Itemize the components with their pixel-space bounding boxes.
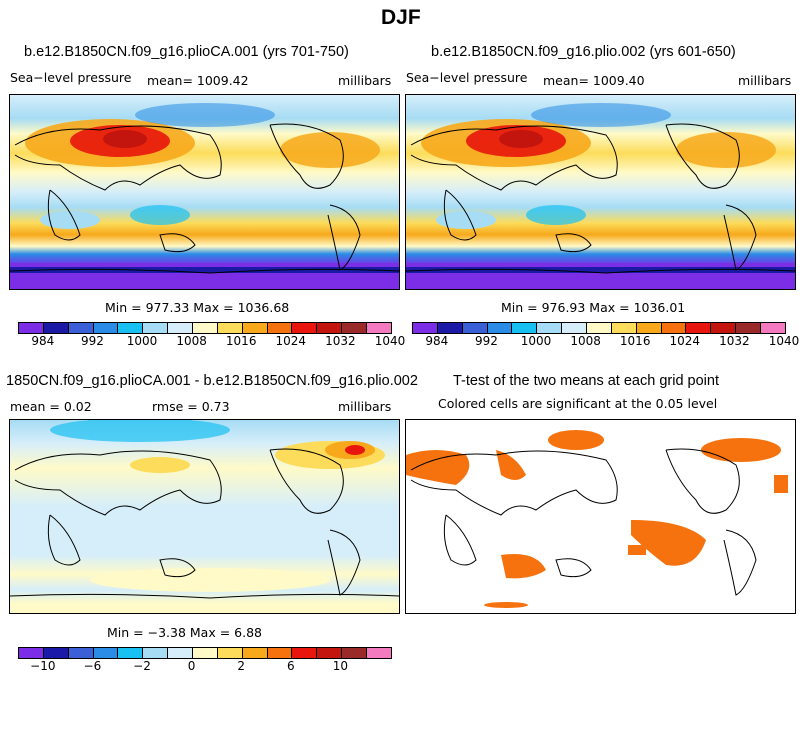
colorbar-swatch: [242, 648, 268, 658]
colorbar-swatch: [367, 648, 391, 658]
colorbar-tick-label: 992: [80, 334, 104, 348]
colorbar-swatch: [193, 323, 218, 333]
colorbar-swatch: [168, 323, 194, 333]
panel-2-title: b.e12.B1850CN.f09_g16.plio.002 (yrs 601-…: [431, 44, 736, 60]
colorbar-tick-label: 1016: [619, 334, 651, 348]
colorbar-swatch: [19, 323, 44, 333]
colorbar-swatch: [487, 323, 513, 333]
colorbar-swatch: [587, 323, 612, 333]
page-title: DJF: [381, 6, 421, 29]
map-slp-pliocA: [9, 94, 400, 290]
colorbar-swatch: [143, 648, 169, 658]
colorbar-tick-label: 992: [474, 334, 498, 348]
panel-1-title: b.e12.B1850CN.f09_g16.plioCA.001 (yrs 70…: [24, 44, 349, 60]
colorbar-swatch: [661, 323, 687, 333]
colorbar-swatch: [43, 323, 69, 333]
colorbar-swatch: [43, 648, 69, 658]
panel-3-minmax: Min = −3.38 Max = 6.88: [107, 625, 262, 640]
colorbar-swatch: [537, 323, 563, 333]
panel-1-variable: Sea−level pressure: [10, 70, 132, 85]
colorbar-swatch: [512, 323, 538, 333]
colorbar-tick-label: 984: [31, 334, 55, 348]
colorbar-tick-label: 1024: [669, 334, 701, 348]
colorbar-swatch: [437, 323, 463, 333]
panel-3-title: 1850CN.f09_g16.plioCA.001 - b.e12.B1850C…: [6, 373, 418, 389]
colorbar-tick-label: −6: [83, 659, 102, 673]
panel-1-units: millibars: [338, 73, 392, 88]
colorbar-swatch: [462, 323, 488, 333]
colorbar-swatch: [267, 648, 293, 658]
colorbar-swatch: [118, 323, 144, 333]
colorbar-swatch: [342, 648, 368, 658]
colorbar-swatch: [292, 323, 318, 333]
colorbar-tick-label: 2: [237, 659, 246, 673]
colorbar-swatch: [413, 323, 438, 333]
colorbar-tick-label: 1016: [225, 334, 257, 348]
colorbar-swatch: [68, 648, 94, 658]
colorbar-swatch: [143, 323, 169, 333]
colorbar-swatch: [636, 323, 662, 333]
colorbar-swatch: [711, 323, 737, 333]
colorbar-swatch: [118, 648, 144, 658]
colorbar-swatch: [217, 323, 243, 333]
colorbar-tick-label: 10: [332, 659, 349, 673]
colorbar-swatch: [19, 648, 44, 658]
colorbar-swatch: [68, 323, 94, 333]
colorbar-swatch: [761, 323, 785, 333]
colorbar-swatch: [562, 323, 588, 333]
colorbar-swatch: [317, 323, 343, 333]
panel-2-minmax: Min = 976.93 Max = 1036.01: [501, 300, 686, 315]
colorbar-swatch: [736, 323, 762, 333]
colorbar-tick-label: 1040: [768, 334, 800, 348]
colorbar-tick-label: 6: [286, 659, 295, 673]
panel-1-mean: mean= 1009.42: [147, 73, 249, 88]
colorbar-tick-label: −10: [30, 659, 56, 673]
colorbar-swatch: [611, 323, 637, 333]
panel-3-mean: mean = 0.02: [10, 399, 92, 414]
colorbar-difference: [18, 647, 392, 659]
colorbar-swatch: [367, 323, 391, 333]
colorbar-swatch: [217, 648, 243, 658]
panel-3-units: millibars: [338, 399, 392, 414]
panel-2-mean: mean= 1009.40: [543, 73, 645, 88]
colorbar-swatch: [193, 648, 218, 658]
colorbar-swatch: [93, 323, 119, 333]
panel-2-units: millibars: [738, 73, 792, 88]
colorbar-tick-label: 1032: [719, 334, 750, 348]
colorbar-tick-label: 1008: [176, 334, 207, 348]
panel-4-subtitle: Colored cells are significant at the 0.0…: [438, 396, 718, 411]
colorbar-slp-1: [18, 322, 392, 334]
panel-2-variable: Sea−level pressure: [406, 70, 528, 85]
colorbar-swatch: [342, 323, 368, 333]
colorbar-tick-label: 1000: [520, 334, 552, 348]
map-ttest-significance: [405, 419, 796, 614]
colorbar-tick-label: 0: [187, 659, 196, 673]
colorbar-tick-label: 1000: [126, 334, 158, 348]
colorbar-swatch: [317, 648, 343, 658]
colorbar-slp-2: [412, 322, 786, 334]
panel-1-minmax: Min = 977.33 Max = 1036.68: [105, 300, 290, 315]
colorbar-tick-label: 1032: [325, 334, 356, 348]
colorbar-swatch: [242, 323, 268, 333]
panel-4-title: T-test of the two means at each grid poi…: [453, 373, 719, 389]
map-slp-difference: [9, 419, 400, 614]
colorbar-tick-label: 984: [425, 334, 449, 348]
colorbar-tick-label: −2: [133, 659, 151, 673]
colorbar-swatch: [267, 323, 293, 333]
colorbar-tick-label: 1008: [570, 334, 601, 348]
colorbar-swatch: [292, 648, 318, 658]
colorbar-swatch: [93, 648, 119, 658]
panel-3-rmse: rmse = 0.73: [152, 399, 230, 414]
colorbar-tick-label: 1024: [275, 334, 307, 348]
map-slp-plio: [405, 94, 796, 290]
colorbar-swatch: [168, 648, 194, 658]
colorbar-tick-label: 1040: [374, 334, 406, 348]
colorbar-swatch: [686, 323, 712, 333]
